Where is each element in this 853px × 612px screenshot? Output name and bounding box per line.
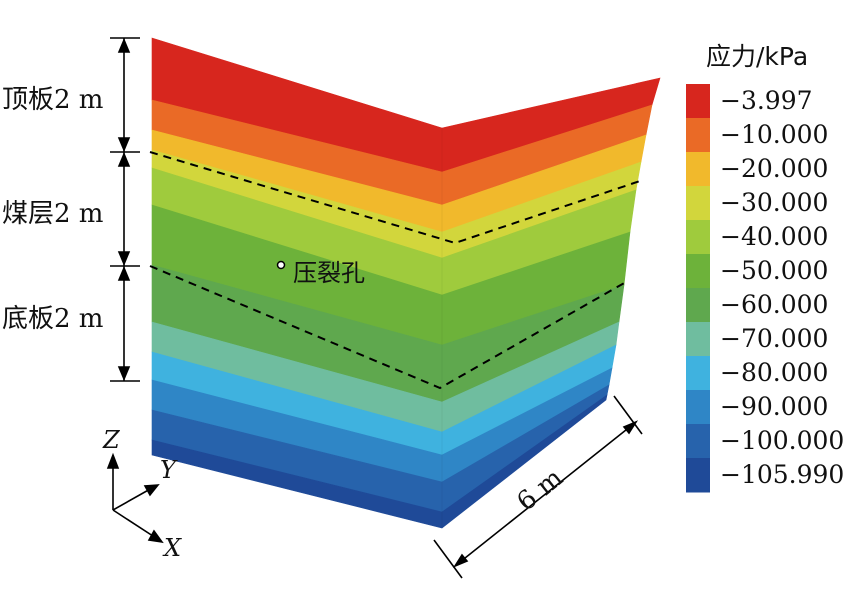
stress-band (151, 394, 608, 529)
stress-block (151, 37, 661, 529)
legend-swatch (686, 84, 710, 119)
legend-swatch (686, 186, 710, 221)
legend-title: 应力/kPa (706, 42, 808, 71)
legend-swatch (686, 458, 710, 493)
legend-label: −3.997 (720, 86, 813, 115)
legend-label: −30.000 (720, 188, 828, 217)
legend-swatch (686, 254, 710, 289)
axis-x-label: X (162, 534, 182, 562)
legend-label: −80.000 (720, 358, 828, 387)
legend-label: −70.000 (720, 324, 828, 353)
legend-swatch (686, 390, 710, 425)
thickness-dimension-line (110, 37, 140, 382)
coal-seam-label: 煤层2 m (2, 199, 103, 229)
legend-swatch (686, 424, 710, 459)
axis-z-label: Z (102, 426, 121, 454)
legend-swatch (686, 152, 710, 187)
legend-swatch (686, 220, 710, 255)
width-dimension-label: 6 m (512, 463, 569, 517)
legend-swatch (686, 288, 710, 323)
axis-y-label: Y (160, 456, 178, 484)
legend-label: −10.000 (720, 120, 828, 149)
legend-label: −60.000 (720, 290, 828, 319)
legend-label: −90.000 (720, 392, 828, 421)
legend-swatch (686, 118, 710, 153)
legend-label: −105.990 (720, 460, 844, 489)
fracture-hole-label: 压裂孔 (293, 259, 365, 287)
legend-swatch (686, 356, 710, 391)
floor-layer-label: 底板2 m (2, 304, 103, 334)
fracture-hole-marker (276, 260, 286, 270)
coal-seam-boundaries (149, 151, 644, 390)
legend-label: −20.000 (720, 154, 828, 183)
width-dimension-line (433, 395, 643, 579)
roof-layer-label: 顶板2 m (2, 85, 103, 115)
legend-label: −40.000 (720, 222, 828, 251)
legend-label: −100.000 (720, 426, 844, 455)
legend-swatch (686, 322, 710, 357)
coordinate-axes (106, 452, 164, 544)
stress-legend: −3.997 −10.000 −20.000 −30.000 −40.000 −50.00… (686, 84, 844, 493)
lower-seam-boundary (149, 265, 627, 390)
upper-seam-boundary (149, 151, 644, 245)
legend-label: −50.000 (720, 256, 828, 285)
